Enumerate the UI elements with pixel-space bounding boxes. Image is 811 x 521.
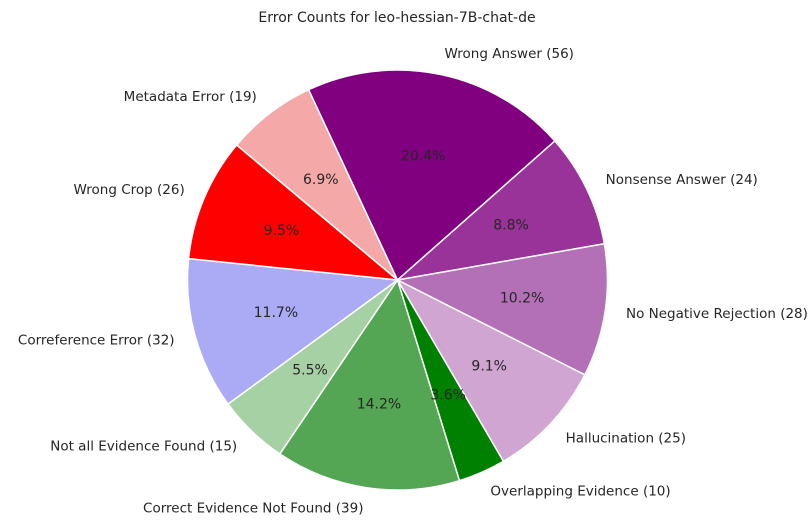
label-overlapping-evidence: Overlapping Evidence (10): [490, 483, 670, 499]
label-hallucination: Hallucination (25): [566, 430, 686, 446]
slice-wrong-crop: [187, 143, 400, 281]
percent-labels: 6.9% 20.4% 8.8% 10.2% 9.1% 3.6% 14.2% 5.5% 11.7%…: [254, 149, 545, 413]
slice-correct-evidence-not-found: [278, 278, 461, 491]
slice-no-negative-rejection: [395, 242, 609, 376]
label-wrong-answer: Wrong Answer (56): [445, 46, 574, 62]
label-wrong-crop: Wrong Crop (26): [74, 182, 185, 198]
pie-slices: [186, 69, 609, 491]
pct-metadata-error: 6.9%: [303, 172, 339, 188]
label-no-negative-rejection: No Negative Rejection (28): [626, 306, 808, 322]
slice-hallucination: [395, 278, 586, 463]
slice-labels: Metadata Error (19) Wrong Answer (56) Nons…: [18, 46, 808, 517]
pct-no-negative-rejection: 10.2%: [500, 291, 544, 307]
chart-title: Error Counts for leo-hessian-7B-chat-de: [258, 10, 535, 26]
pct-hallucination: 9.1%: [471, 358, 507, 374]
label-not-all-evidence-found: Not all Evidence Found (15): [50, 438, 237, 454]
pct-wrong-crop: 9.5%: [264, 223, 300, 239]
label-correference-error: Correference Error (32): [18, 332, 175, 348]
pct-nonsense-answer: 8.8%: [493, 217, 529, 233]
pct-overlapping-evidence: 3.6%: [430, 387, 466, 403]
slice-correference-error: [186, 257, 400, 406]
pct-correference-error: 11.7%: [254, 305, 298, 321]
label-correct-evidence-not-found: Correct Evidence Not Found (39): [143, 500, 363, 516]
slice-nonsense-answer: [395, 139, 606, 282]
slice-wrong-answer: [307, 69, 556, 282]
pct-not-all-evidence-found: 5.5%: [292, 363, 328, 379]
pct-correct-evidence-not-found: 14.2%: [357, 397, 401, 413]
label-metadata-error: Metadata Error (19): [124, 89, 257, 105]
label-nonsense-answer: Nonsense Answer (24): [606, 172, 758, 188]
pct-wrong-answer: 20.4%: [401, 149, 445, 165]
